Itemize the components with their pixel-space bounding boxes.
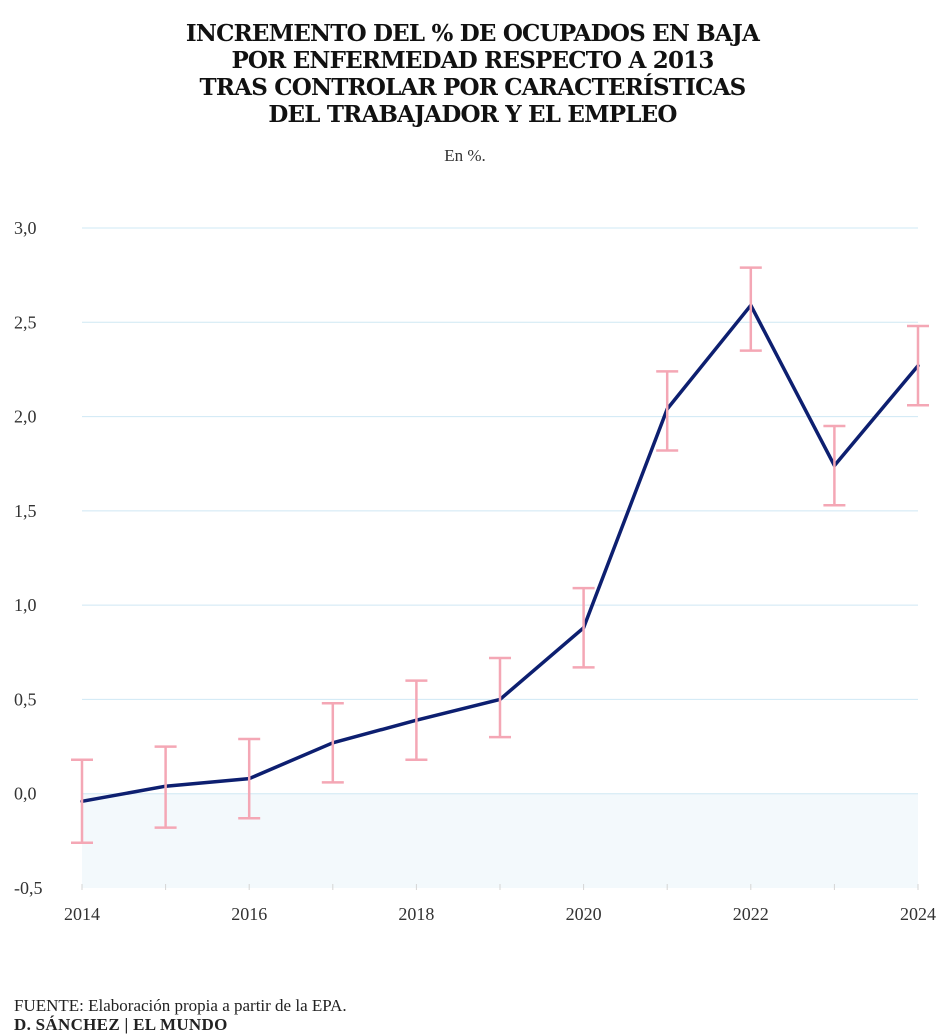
y-tick-label: -0,5 bbox=[14, 878, 43, 898]
error-bar bbox=[656, 370, 679, 452]
error-bar bbox=[907, 324, 929, 407]
x-tick-label: 2016 bbox=[231, 904, 267, 924]
footer: FUENTE: Elaboración propia a partir de l… bbox=[14, 996, 347, 1034]
x-tick-label: 2014 bbox=[64, 904, 100, 924]
error-bar bbox=[739, 266, 762, 352]
error-bar bbox=[321, 701, 344, 784]
y-tick-label: 1,0 bbox=[14, 595, 37, 615]
x-tick-label: 2022 bbox=[733, 904, 769, 924]
error-bar bbox=[71, 758, 93, 844]
error-bar bbox=[405, 679, 428, 762]
chart-title: INCREMENTO DEL % DE OCUPADOS EN BAJA POR… bbox=[0, 20, 945, 128]
y-tick-label: 2,5 bbox=[14, 312, 37, 332]
y-tick-label: 2,0 bbox=[14, 407, 37, 427]
credit-line: D. SÁNCHEZ | EL MUNDO bbox=[14, 1015, 228, 1034]
source-text: Elaboración propia a partir de la EPA. bbox=[83, 996, 347, 1015]
error-bar bbox=[572, 586, 595, 669]
error-bar bbox=[823, 424, 846, 507]
chart-title-line-1: INCREMENTO DEL % DE OCUPADOS EN BAJA bbox=[185, 20, 760, 47]
x-tick-label: 2024 bbox=[900, 904, 936, 924]
source-note: FUENTE: Elaboración propia a partir de l… bbox=[14, 996, 347, 1015]
chart-title-line-3: TRAS CONTROLAR POR CARACTERÍSTICAS bbox=[199, 74, 747, 101]
error-bar bbox=[154, 745, 177, 829]
error-bar bbox=[489, 656, 511, 739]
y-tick-label: 0,0 bbox=[14, 784, 37, 804]
x-tick-label: 2020 bbox=[566, 904, 602, 924]
y-tick-label: 3,0 bbox=[14, 218, 37, 238]
error-bar bbox=[238, 737, 261, 820]
y-tick-label: 0,5 bbox=[14, 689, 37, 709]
chart-title-line-4: DEL TRABAJADOR Y EL EMPLEO bbox=[268, 101, 677, 128]
x-tick-label: 2018 bbox=[398, 904, 434, 924]
chart-title-line-2: POR ENFERMEDAD RESPECTO A 2013 bbox=[231, 47, 714, 74]
source-label: FUENTE: bbox=[14, 996, 84, 1015]
chart-subtitle: En %. bbox=[444, 146, 486, 165]
negative-region-fill bbox=[82, 793, 918, 888]
y-tick-label: 1,5 bbox=[14, 501, 37, 521]
